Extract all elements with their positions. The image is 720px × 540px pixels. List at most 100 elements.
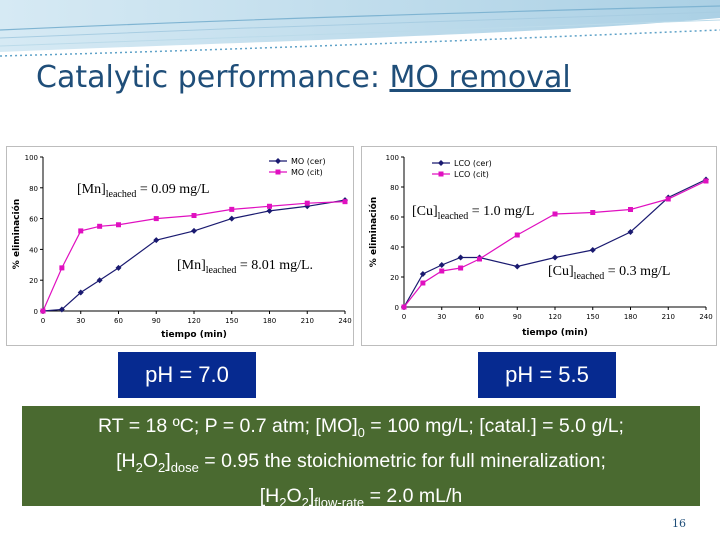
x-tick-label: 90 — [152, 317, 161, 325]
chart-right: 0 20 40 60 80 100 0 30 60 90 120 150 180 210 240 tiempo… — [368, 154, 713, 338]
leached-annotation: [Mn]leached = 0.09 mg/L — [77, 182, 210, 200]
x-tick-label: 0 — [402, 313, 406, 321]
conditions-line-3: [H2O2]flow-rate = 2.0 mL/h — [259, 484, 463, 510]
data-point — [191, 213, 197, 219]
chart-panel-left: 0 20 40 60 80 100 0 30 60 90 120 150 180 210 240 tiempo… — [6, 146, 354, 346]
data-point — [266, 207, 273, 214]
legend-label: MO (cit) — [291, 168, 323, 177]
data-point — [342, 199, 348, 205]
data-point — [477, 256, 482, 262]
data-point — [191, 227, 197, 234]
data-point — [267, 203, 272, 209]
data-point — [96, 277, 103, 284]
legend-marker — [275, 169, 281, 175]
data-point — [153, 237, 160, 244]
page-number: 16 — [672, 517, 686, 530]
legend-marker — [438, 160, 444, 166]
data-point — [552, 254, 558, 261]
series-line — [403, 178, 707, 308]
y-axis-label: % eliminación — [368, 197, 379, 267]
data-point — [514, 263, 521, 270]
y-tick-label: 80 — [29, 185, 38, 193]
legend-label: MO (cer) — [291, 157, 326, 166]
x-tick-label: 240 — [338, 317, 351, 325]
data-point — [514, 232, 520, 238]
ph-left-box: pH = 7.0 — [118, 352, 256, 398]
x-axis-label: tiempo (min) — [522, 328, 588, 338]
x-tick-label: 120 — [187, 317, 200, 325]
x-tick-label: 60 — [475, 313, 484, 321]
x-axis-label: tiempo (min) — [161, 330, 227, 340]
data-point — [419, 271, 426, 277]
data-point — [153, 216, 159, 222]
data-point — [58, 306, 65, 313]
header-decoration — [0, 0, 720, 60]
x-tick-label: 210 — [301, 317, 314, 325]
data-point — [40, 308, 46, 314]
data-point — [439, 268, 445, 274]
data-point — [229, 206, 235, 212]
y-tick-label: 100 — [25, 154, 38, 162]
data-point — [304, 200, 310, 206]
y-tick-label: 0 — [395, 304, 399, 312]
leached-annotation: [Mn]leached = 8.01 mg/L. — [177, 258, 313, 276]
data-point — [97, 223, 103, 229]
data-point — [628, 207, 633, 212]
data-point — [116, 222, 121, 228]
title-underlined: MO removal — [389, 60, 571, 95]
x-tick-label: 60 — [114, 317, 123, 325]
series-line — [403, 180, 707, 308]
conditions-line-2: [H2O2]dose = 0.95 the stoichiometric for… — [116, 449, 606, 475]
y-tick-label: 80 — [390, 184, 399, 192]
data-point — [665, 196, 671, 202]
data-point — [401, 304, 407, 310]
data-point — [552, 211, 558, 217]
data-point — [627, 229, 634, 235]
chart-legend: LCO (cer) LCO (cit) — [432, 159, 492, 179]
data-point — [228, 215, 235, 222]
x-tick-label: 30 — [437, 313, 446, 321]
legend-marker — [275, 158, 281, 164]
x-tick-label: 120 — [548, 313, 561, 321]
series-line — [42, 201, 346, 312]
data-point — [77, 289, 84, 296]
legend-label: LCO (cit) — [454, 170, 489, 179]
data-point — [420, 280, 426, 286]
x-tick-label: 0 — [41, 317, 45, 325]
chart-panel-right: 0 20 40 60 80 100 0 30 60 90 120 150 180 210 240 tiempo… — [361, 146, 717, 346]
data-point — [458, 265, 464, 271]
ph-right-box: pH = 5.5 — [478, 352, 616, 398]
data-point — [438, 262, 445, 268]
x-tick-label: 150 — [225, 317, 238, 325]
y-tick-label: 100 — [386, 154, 399, 162]
data-point — [78, 228, 84, 234]
leached-annotation: [Cu]leached = 1.0 mg/L — [412, 204, 534, 222]
data-point — [589, 247, 596, 253]
x-tick-label: 90 — [513, 313, 522, 321]
slide-title: Catalytic performance: MO removal — [36, 60, 571, 95]
y-tick-label: 60 — [390, 214, 399, 222]
x-tick-label: 30 — [76, 317, 85, 325]
data-point — [59, 265, 65, 271]
conditions-line-1: RT = 18 ºC; P = 0.7 atm; [MO]0 = 100 mg/… — [98, 415, 624, 440]
y-tick-label: 20 — [29, 277, 38, 285]
x-tick-label: 150 — [586, 313, 599, 321]
data-point — [457, 254, 464, 261]
chart-legend: MO (cer) MO (cit) — [269, 157, 326, 177]
data-point — [590, 210, 596, 215]
x-tick-label: 180 — [624, 313, 637, 321]
y-tick-label: 40 — [390, 244, 399, 252]
x-tick-label: 240 — [699, 313, 712, 321]
chart-left: 0 20 40 60 80 100 0 30 60 90 120 150 180 210 240 tiempo… — [11, 154, 352, 340]
legend-label: LCO (cer) — [454, 159, 492, 168]
x-tick-label: 180 — [263, 317, 276, 325]
y-tick-label: 0 — [34, 308, 38, 316]
data-point — [115, 264, 122, 271]
y-tick-label: 60 — [29, 216, 38, 224]
y-tick-label: 20 — [390, 274, 399, 282]
y-axis-label: % eliminación — [11, 199, 22, 269]
title-prefix: Catalytic performance: — [36, 60, 390, 95]
data-point — [703, 178, 709, 184]
legend-marker — [438, 171, 444, 177]
x-tick-label: 210 — [662, 313, 675, 321]
